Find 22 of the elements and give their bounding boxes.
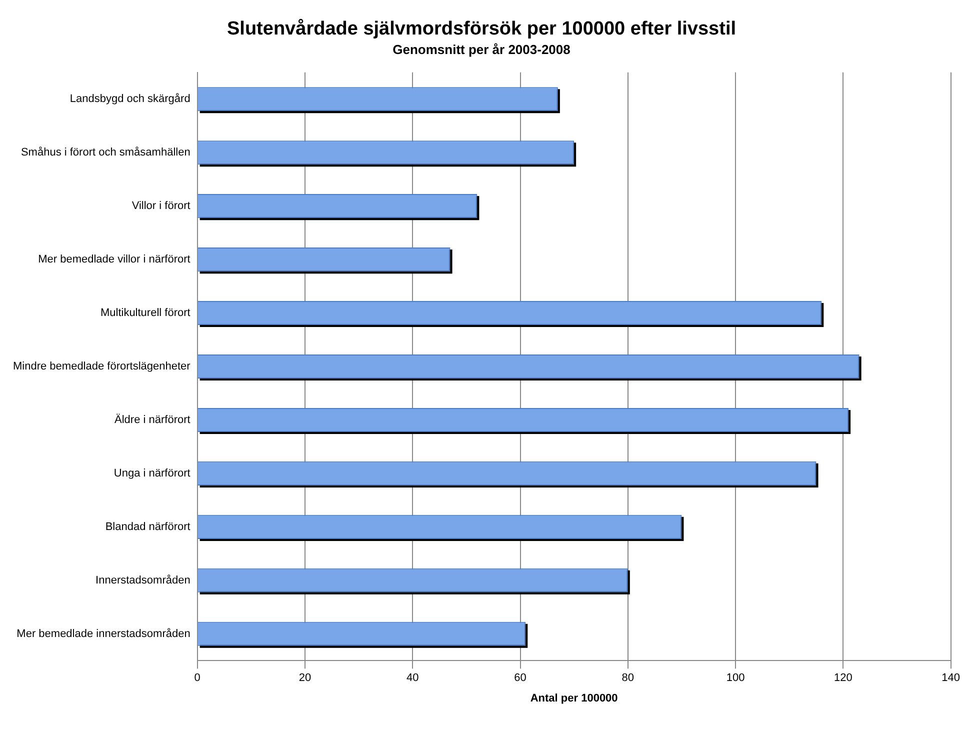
- y-tick-label: Villor i förort: [132, 200, 190, 212]
- y-tick-label: Mindre bemedlade förortslägenheter: [13, 360, 191, 373]
- chart-title: Slutenvårdade självmordsförsök per 100000 efter livsstil: [226, 18, 736, 40]
- y-tick-label: Innerstadsområden: [96, 574, 190, 586]
- y-tick-label: Unga i närförort: [114, 467, 190, 480]
- y-tick-label: Blandad närförort: [105, 520, 190, 533]
- y-tick-label: Äldre i närförort: [114, 413, 190, 426]
- x-tick-label: 60: [514, 672, 526, 684]
- y-tick-label: Landsbygd och skärgård: [70, 93, 190, 106]
- x-tick-label: 40: [406, 672, 419, 684]
- y-tick-label: Mer bemedlade villor i närförort: [38, 254, 190, 266]
- x-axis-title: Antal per 100000: [530, 692, 618, 704]
- x-tick-label: 20: [298, 672, 312, 684]
- x-tick-label: 0: [194, 672, 200, 684]
- y-tick-label: Multikulturell förort: [100, 307, 190, 320]
- y-tick-label: Mer bemedlade innerstadsområden: [16, 628, 190, 640]
- y-tick-label: Småhus i förort och småsamhällen: [20, 146, 190, 159]
- chart-subtitle: Genomsnitt per år 2003-2008: [392, 42, 570, 58]
- x-tick-label: 140: [942, 672, 960, 684]
- x-tick-label: 100: [726, 672, 745, 684]
- x-tick-label: 120: [834, 672, 852, 684]
- x-tick-label: 80: [622, 672, 634, 684]
